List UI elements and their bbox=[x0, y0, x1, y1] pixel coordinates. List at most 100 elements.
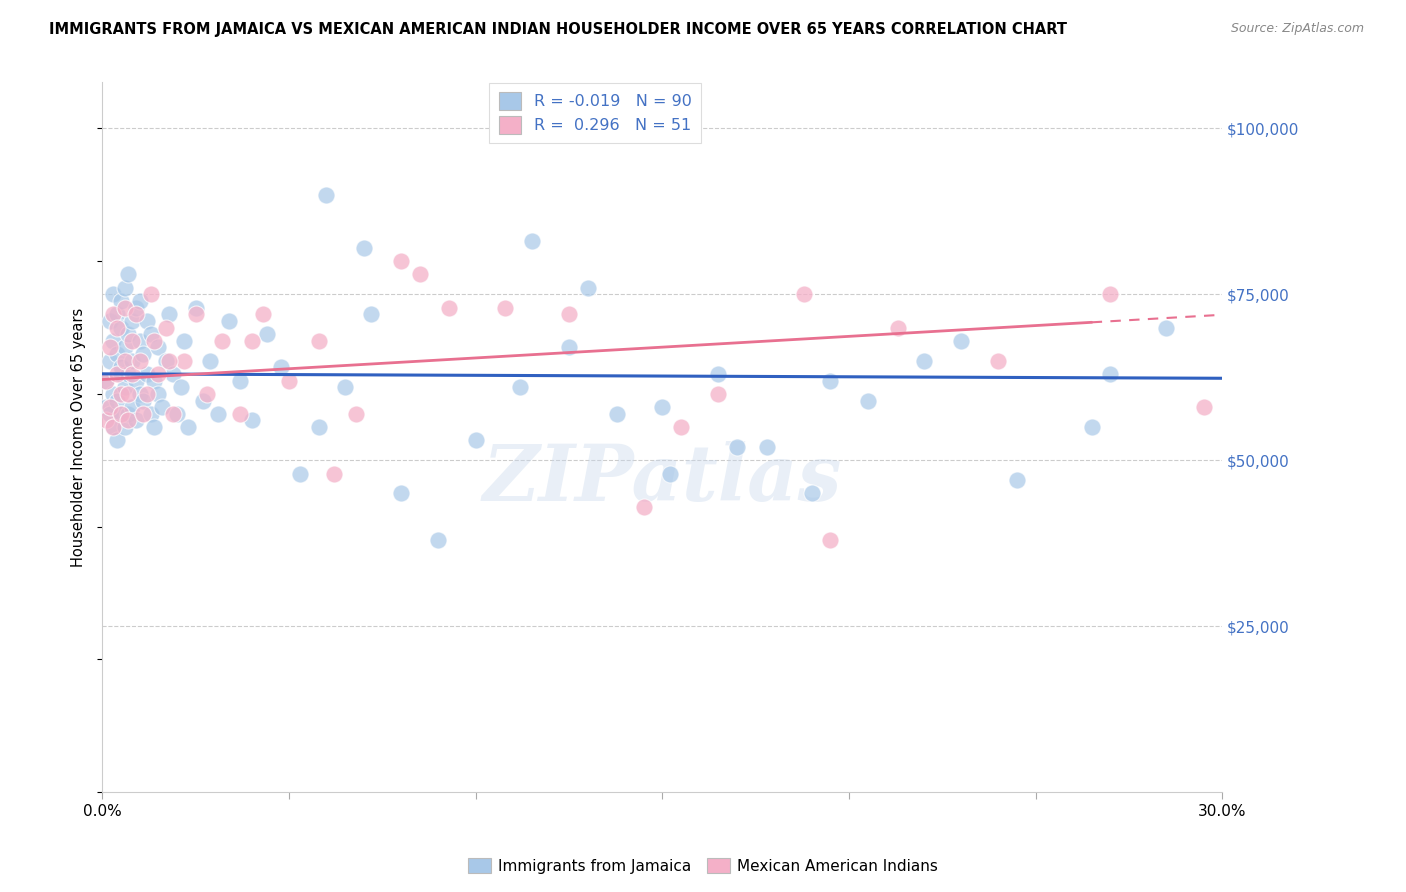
Point bbox=[207, 407, 229, 421]
Point bbox=[157, 307, 180, 321]
Point bbox=[143, 374, 166, 388]
Point bbox=[427, 533, 450, 547]
Point bbox=[132, 347, 155, 361]
Point bbox=[103, 307, 125, 321]
Point bbox=[184, 301, 207, 315]
Point bbox=[1080, 420, 1102, 434]
Point bbox=[114, 281, 136, 295]
Point bbox=[105, 434, 128, 448]
Point bbox=[94, 374, 117, 388]
Point bbox=[125, 374, 148, 388]
Point bbox=[707, 367, 730, 381]
Point bbox=[110, 293, 132, 308]
Point bbox=[114, 420, 136, 434]
Point bbox=[110, 360, 132, 375]
Point bbox=[218, 314, 240, 328]
Point bbox=[117, 327, 139, 342]
Point bbox=[110, 320, 132, 334]
Point bbox=[658, 467, 681, 481]
Point bbox=[633, 500, 655, 514]
Point bbox=[200, 353, 222, 368]
Point bbox=[136, 314, 159, 328]
Point bbox=[121, 314, 143, 328]
Point bbox=[173, 334, 195, 348]
Point bbox=[103, 287, 125, 301]
Point bbox=[558, 307, 581, 321]
Point bbox=[139, 327, 162, 342]
Point bbox=[169, 380, 191, 394]
Point bbox=[950, 334, 973, 348]
Point bbox=[195, 387, 218, 401]
Point bbox=[725, 440, 748, 454]
Point bbox=[98, 407, 121, 421]
Point bbox=[166, 407, 188, 421]
Point bbox=[315, 187, 337, 202]
Point bbox=[105, 307, 128, 321]
Point bbox=[344, 407, 367, 421]
Point bbox=[148, 387, 170, 401]
Point bbox=[308, 334, 330, 348]
Point bbox=[1099, 367, 1122, 381]
Point bbox=[252, 307, 274, 321]
Point bbox=[117, 367, 139, 381]
Point bbox=[94, 400, 117, 414]
Legend: Immigrants from Jamaica, Mexican American Indians: Immigrants from Jamaica, Mexican America… bbox=[461, 852, 945, 880]
Point bbox=[1156, 320, 1178, 334]
Point bbox=[136, 367, 159, 381]
Point bbox=[132, 393, 155, 408]
Point bbox=[277, 374, 299, 388]
Point bbox=[150, 400, 173, 414]
Point bbox=[114, 301, 136, 315]
Point bbox=[125, 413, 148, 427]
Point bbox=[229, 374, 252, 388]
Point bbox=[114, 380, 136, 394]
Point bbox=[128, 353, 150, 368]
Point bbox=[125, 301, 148, 315]
Point bbox=[114, 353, 136, 368]
Point bbox=[110, 367, 132, 381]
Point bbox=[408, 268, 430, 282]
Text: ZIPatlas: ZIPatlas bbox=[482, 442, 842, 518]
Point bbox=[987, 353, 1010, 368]
Point bbox=[105, 393, 128, 408]
Point bbox=[98, 341, 121, 355]
Point bbox=[439, 301, 461, 315]
Point bbox=[121, 400, 143, 414]
Point bbox=[270, 360, 292, 375]
Point bbox=[353, 241, 375, 255]
Point bbox=[389, 486, 412, 500]
Point bbox=[148, 367, 170, 381]
Point bbox=[1192, 400, 1215, 414]
Point bbox=[606, 407, 628, 421]
Point bbox=[121, 353, 143, 368]
Point bbox=[155, 320, 177, 334]
Point bbox=[191, 393, 214, 408]
Point bbox=[240, 413, 263, 427]
Point bbox=[288, 467, 311, 481]
Point bbox=[94, 374, 117, 388]
Point bbox=[121, 334, 143, 348]
Point bbox=[912, 353, 935, 368]
Point bbox=[360, 307, 382, 321]
Point bbox=[322, 467, 344, 481]
Y-axis label: Householder Income Over 65 years: Householder Income Over 65 years bbox=[72, 308, 86, 566]
Point bbox=[800, 486, 823, 500]
Point bbox=[793, 287, 815, 301]
Point bbox=[94, 413, 117, 427]
Point bbox=[755, 440, 778, 454]
Point bbox=[128, 293, 150, 308]
Point bbox=[110, 407, 132, 421]
Point bbox=[132, 407, 155, 421]
Point bbox=[125, 307, 148, 321]
Point bbox=[128, 387, 150, 401]
Point bbox=[110, 407, 132, 421]
Point bbox=[333, 380, 356, 394]
Point bbox=[820, 374, 842, 388]
Point bbox=[256, 327, 278, 342]
Point bbox=[117, 413, 139, 427]
Point bbox=[820, 533, 842, 547]
Point bbox=[98, 314, 121, 328]
Point bbox=[389, 254, 412, 268]
Point bbox=[128, 334, 150, 348]
Point bbox=[117, 407, 139, 421]
